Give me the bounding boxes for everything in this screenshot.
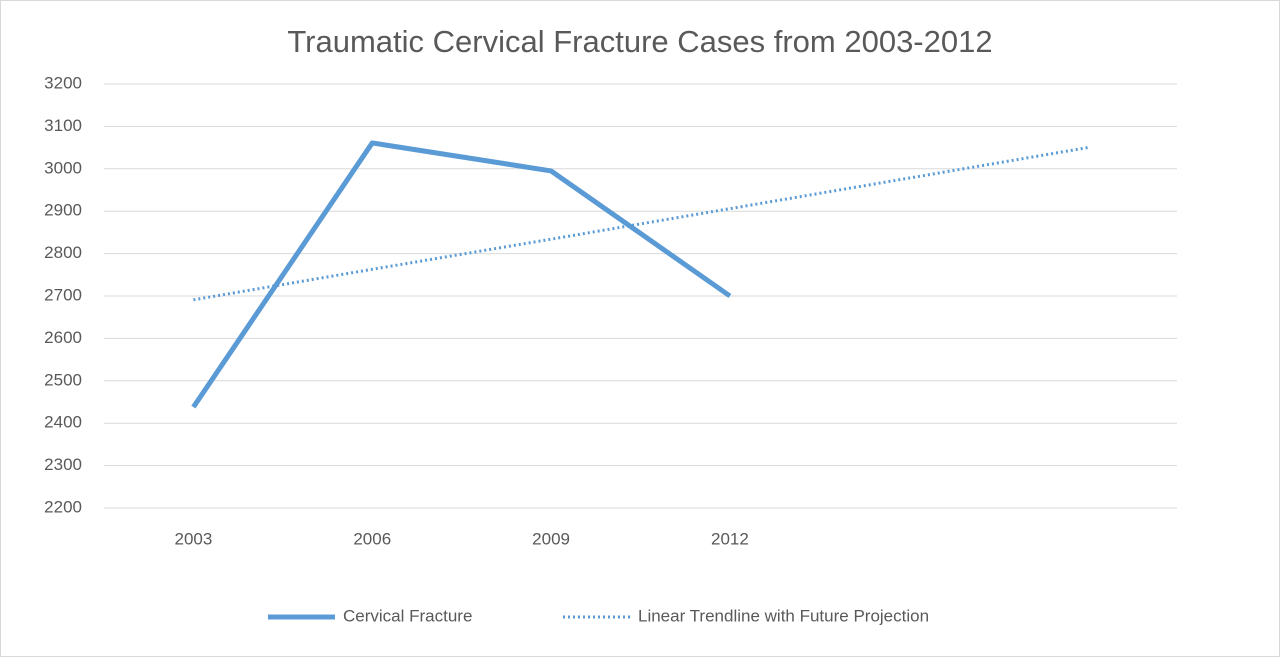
y-tick-label: 2900 <box>44 201 82 220</box>
y-tick-label: 2800 <box>44 243 82 262</box>
y-tick-label: 2600 <box>44 328 82 347</box>
y-tick-label: 2500 <box>44 370 82 389</box>
x-tick-label: 2003 <box>175 529 213 548</box>
x-tick-label: 2012 <box>711 529 749 548</box>
x-tick-label: 2009 <box>532 529 570 548</box>
legend-label: Linear Trendline with Future Projection <box>638 606 929 625</box>
y-tick-label: 2300 <box>44 455 82 474</box>
y-tick-label: 2200 <box>44 497 82 516</box>
legend-label: Cervical Fracture <box>343 606 472 625</box>
y-tick-label: 3100 <box>44 116 82 135</box>
series-line <box>191 140 732 409</box>
y-tick-label: 2700 <box>44 285 82 304</box>
x-tick-label: 2006 <box>353 529 391 548</box>
y-tick-label: 3000 <box>44 158 82 177</box>
y-tick-label: 3200 <box>44 73 82 92</box>
series-line <box>193 146 1088 302</box>
y-tick-label: 2400 <box>44 413 82 432</box>
chart-title: Traumatic Cervical Fracture Cases from 2… <box>287 24 992 59</box>
